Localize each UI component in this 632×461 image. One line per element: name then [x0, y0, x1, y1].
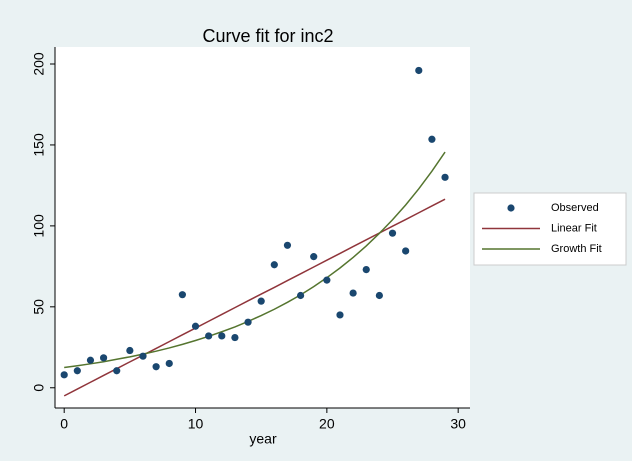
- data-point: [349, 289, 357, 297]
- data-point: [441, 173, 449, 181]
- data-point: [99, 354, 108, 362]
- data-point: [205, 332, 213, 340]
- data-point: [323, 276, 331, 284]
- data-point: [244, 318, 252, 326]
- y-tick-label: 0: [31, 384, 47, 392]
- x-tick-label: 20: [319, 416, 335, 432]
- y-tick-label: 150: [31, 133, 47, 157]
- data-point: [178, 291, 186, 299]
- data-point: [165, 359, 173, 368]
- data-point: [270, 261, 278, 269]
- x-tick-label: 10: [188, 416, 204, 432]
- data-point: [336, 311, 344, 319]
- data-point: [296, 291, 305, 300]
- data-point: [218, 332, 226, 340]
- plot-area: [55, 47, 470, 408]
- chart-title: Curve fit for inc2: [202, 26, 333, 46]
- x-tick-label: 30: [450, 416, 466, 432]
- legend-label: Growth Fit: [551, 243, 602, 255]
- data-point: [139, 352, 147, 360]
- data-point: [402, 247, 410, 255]
- x-axis-label: year: [249, 431, 277, 447]
- fit-line: [64, 151, 446, 369]
- data-point: [388, 229, 397, 237]
- y-tick-label: 200: [31, 52, 47, 76]
- data-point: [60, 371, 68, 379]
- y-tick-label: 100: [31, 214, 47, 238]
- legend-symbol: [507, 204, 515, 212]
- data-point: [375, 291, 383, 300]
- data-point: [191, 322, 200, 330]
- data-point: [428, 135, 436, 143]
- legend-label: Observed: [551, 202, 599, 214]
- data-point: [231, 333, 239, 342]
- data-point: [283, 241, 292, 249]
- data-point: [126, 346, 134, 355]
- y-tick-label: 50: [31, 299, 47, 315]
- data-point: [73, 367, 81, 375]
- data-point: [362, 265, 370, 274]
- data-point: [415, 66, 423, 75]
- legend-label: Linear Fit: [551, 222, 597, 234]
- data-point: [113, 367, 121, 375]
- data-point: [86, 356, 95, 364]
- data-point: [310, 253, 318, 261]
- data-point: [152, 363, 160, 371]
- x-tick-label: 0: [60, 416, 68, 432]
- data-point: [257, 297, 265, 305]
